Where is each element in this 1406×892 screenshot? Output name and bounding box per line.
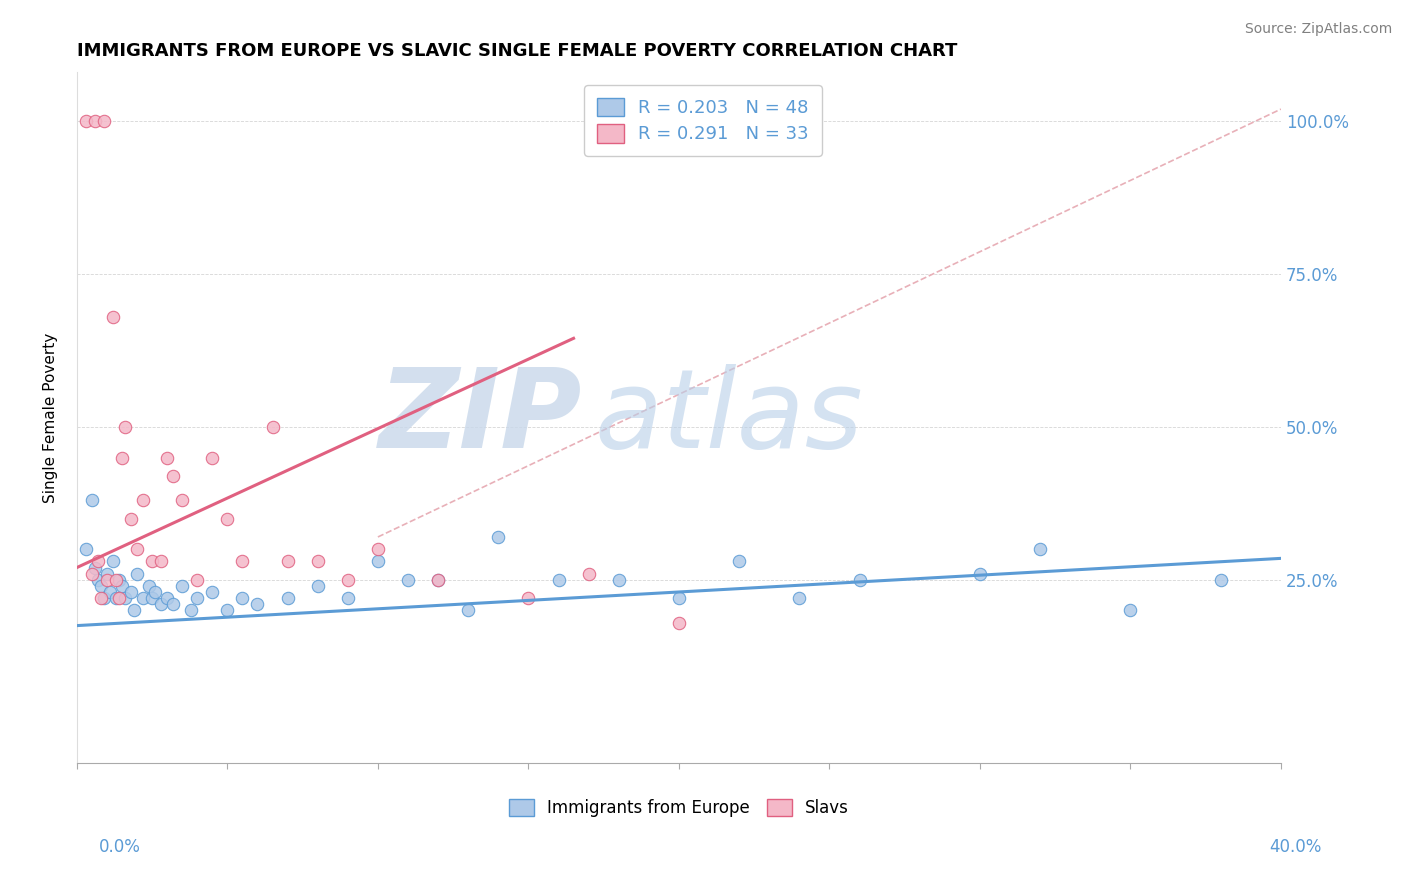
Point: [114, 591, 136, 606]
Point: [217, 511, 239, 525]
Point: [547, 573, 569, 587]
Text: ZIP: ZIP: [380, 364, 582, 471]
Point: [186, 573, 208, 587]
Y-axis label: Single Female Poverty: Single Female Poverty: [44, 333, 58, 503]
Point: [457, 603, 479, 617]
Point: [728, 554, 751, 568]
Text: 40.0%: 40.0%: [1270, 838, 1322, 855]
Text: Source: ZipAtlas.com: Source: ZipAtlas.com: [1244, 22, 1392, 37]
Point: [96, 573, 118, 587]
Point: [277, 554, 299, 568]
Point: [125, 542, 148, 557]
Point: [1119, 603, 1142, 617]
Point: [132, 493, 155, 508]
Point: [307, 579, 329, 593]
Point: [367, 542, 389, 557]
Point: [336, 573, 359, 587]
Point: [111, 579, 134, 593]
Point: [262, 420, 284, 434]
Point: [156, 591, 179, 606]
Point: [848, 573, 870, 587]
Point: [789, 591, 811, 606]
Point: [141, 591, 163, 606]
Point: [367, 554, 389, 568]
Point: [122, 603, 145, 617]
Point: [90, 591, 112, 606]
Point: [336, 591, 359, 606]
Point: [277, 591, 299, 606]
Point: [111, 450, 134, 465]
Point: [80, 493, 103, 508]
Point: [607, 573, 630, 587]
Point: [186, 591, 208, 606]
Point: [201, 450, 224, 465]
Point: [101, 554, 124, 568]
Point: [517, 591, 540, 606]
Legend: Immigrants from Europe, Slavs: Immigrants from Europe, Slavs: [502, 792, 856, 824]
Point: [87, 554, 110, 568]
Point: [98, 585, 121, 599]
Point: [96, 566, 118, 581]
Point: [101, 310, 124, 324]
Point: [162, 597, 184, 611]
Point: [180, 603, 202, 617]
Point: [969, 566, 991, 581]
Point: [75, 114, 97, 128]
Point: [120, 511, 142, 525]
Point: [1209, 573, 1232, 587]
Point: [93, 114, 115, 128]
Point: [427, 573, 450, 587]
Point: [307, 554, 329, 568]
Point: [80, 566, 103, 581]
Point: [105, 591, 128, 606]
Point: [108, 591, 131, 606]
Text: IMMIGRANTS FROM EUROPE VS SLAVIC SINGLE FEMALE POVERTY CORRELATION CHART: IMMIGRANTS FROM EUROPE VS SLAVIC SINGLE …: [77, 42, 957, 60]
Point: [668, 615, 690, 630]
Point: [108, 573, 131, 587]
Point: [668, 591, 690, 606]
Point: [578, 566, 600, 581]
Point: [114, 420, 136, 434]
Point: [246, 597, 269, 611]
Point: [162, 468, 184, 483]
Point: [84, 114, 107, 128]
Point: [486, 530, 509, 544]
Point: [132, 591, 155, 606]
Point: [231, 591, 253, 606]
Point: [150, 597, 173, 611]
Text: 0.0%: 0.0%: [98, 838, 141, 855]
Point: [143, 585, 166, 599]
Point: [427, 573, 450, 587]
Point: [1029, 542, 1052, 557]
Point: [84, 560, 107, 574]
Point: [172, 493, 194, 508]
Point: [217, 603, 239, 617]
Point: [75, 542, 97, 557]
Point: [125, 566, 148, 581]
Point: [138, 579, 160, 593]
Point: [105, 573, 128, 587]
Point: [231, 554, 253, 568]
Point: [156, 450, 179, 465]
Text: atlas: atlas: [595, 364, 863, 471]
Point: [90, 579, 112, 593]
Point: [201, 585, 224, 599]
Point: [87, 573, 110, 587]
Point: [172, 579, 194, 593]
Point: [150, 554, 173, 568]
Point: [396, 573, 419, 587]
Point: [120, 585, 142, 599]
Point: [93, 591, 115, 606]
Point: [141, 554, 163, 568]
